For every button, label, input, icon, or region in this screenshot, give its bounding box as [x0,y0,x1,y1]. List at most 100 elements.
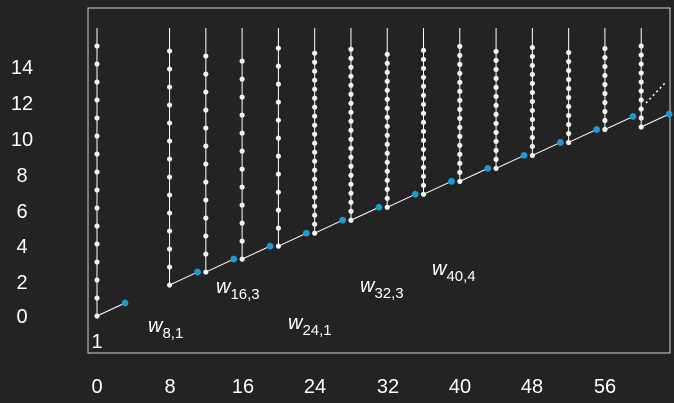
lattice-node [94,187,100,193]
lattice-node [566,76,572,83]
lattice-node [312,68,318,74]
lattice-node [166,192,173,198]
lattice-node [384,60,390,66]
lattice-node [203,143,209,149]
lattice-node [384,177,390,183]
y-tick-label: 14 [11,57,33,79]
weight-label: w8,1 [148,315,183,342]
lattice-node [348,127,354,133]
lattice-node [348,208,354,214]
lattice-node [457,106,463,112]
lattice-node [493,138,499,144]
lattice-node [566,67,572,74]
lattice-node [493,84,499,90]
lattice-node [602,63,608,70]
lattice-node [420,47,427,53]
lattice-node [638,79,644,85]
lattice-node [457,79,463,85]
lattice-node [275,135,281,141]
weight-label: w24,1 [288,312,332,339]
lattice-node [638,61,644,67]
y-tick-label: 8 [16,165,27,187]
lattice-node [312,50,318,56]
continuation-dots [645,81,667,104]
lattice-node [239,238,245,244]
lattice-node [348,181,354,187]
lattice-node [166,120,173,126]
lattice-node [275,81,281,87]
lattice-node [566,94,572,101]
lattice-node [420,182,427,188]
lattice-node [638,88,644,94]
accent-point [266,242,274,250]
lattice-node [420,173,427,179]
lattice-node [239,76,245,82]
lattice-node [94,43,100,49]
accent-link [604,116,634,130]
lattice-node [566,49,572,56]
accent-link [459,167,489,182]
accent-point [556,139,564,146]
lattice-node [239,112,245,118]
y-tick-label: 2 [16,272,27,294]
x-tick-label: 0 [91,376,102,398]
lattice-node [384,186,390,192]
lattice-node [348,55,354,61]
lattice-node [638,106,644,112]
lattice-node [457,70,463,76]
lattice-node [348,163,354,169]
accent-point [448,177,455,185]
lattice-node [275,189,281,195]
lattice-node [239,220,245,226]
lattice-node [384,105,390,111]
lattice-node [384,132,390,138]
lattice-node [203,161,209,167]
lattice-node [275,207,281,213]
lattice-node [348,172,354,178]
y-tick-label: 12 [11,93,33,115]
lattice-node [566,58,572,65]
lattice-node [457,52,463,58]
lattice-node [638,97,644,103]
lattice-node [529,98,535,105]
lattice-node [348,64,354,70]
lattice-node [312,158,318,164]
lattice-node [348,199,354,205]
lattice-node [203,107,209,113]
lattice-node [384,78,390,84]
lattice-node [420,92,427,98]
lattice-node [457,97,463,103]
lattice-node [312,59,318,65]
lattice-node [203,89,209,95]
lattice-node [457,43,463,49]
lattice-node [348,136,354,142]
lattice-node [457,133,463,139]
lattice-node [275,117,281,123]
plot-frame [87,7,671,354]
lattice-node [457,115,463,121]
lattice-node [94,151,100,157]
lattice-node [312,194,318,200]
lattice-node [638,43,644,49]
lattice-node [384,87,390,93]
column-lines [96,28,667,316]
x-tick-label: 48 [521,376,543,398]
lattice-node [348,100,354,106]
y-tick-label: 6 [16,201,27,223]
accent-point [121,299,129,307]
lattice-node [457,160,463,166]
lattice-node [420,74,427,80]
lattice-node [384,69,390,75]
lattice-node [166,48,173,54]
lattice-node [348,82,354,88]
lattice-node [602,90,608,97]
lattice-node [638,52,644,58]
lattice-node [166,138,173,144]
lattice-node [457,61,463,67]
lattice-node [203,197,209,203]
lattice-node [312,113,318,119]
lattice-node [239,184,245,190]
accent-link [96,302,126,317]
x-tick-label: 56 [594,376,616,398]
lattice-node [166,264,173,270]
